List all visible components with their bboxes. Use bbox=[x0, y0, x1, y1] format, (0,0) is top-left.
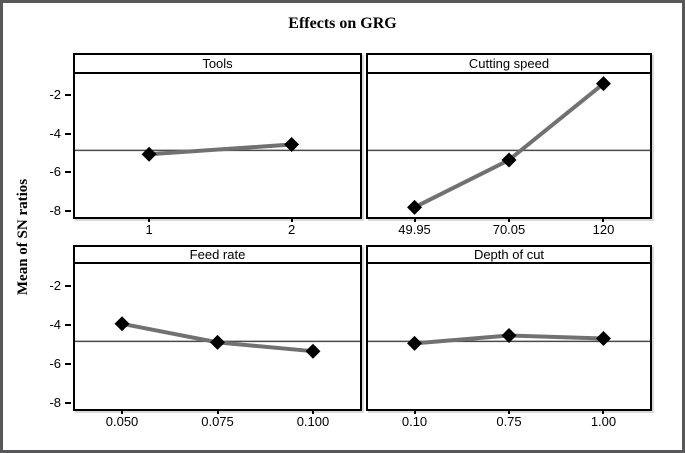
panel-cutting-speed-title: Cutting speed bbox=[468, 56, 550, 71]
y-tick-mark bbox=[65, 94, 71, 97]
depth-of-cut-x-tick-mark bbox=[508, 409, 510, 414]
feed-rate-x-tick-label: 0.075 bbox=[201, 414, 234, 429]
panel-feed-rate-plot bbox=[75, 264, 360, 409]
tools-x-tick-label: 2 bbox=[287, 222, 296, 237]
tools-marker-1 bbox=[141, 146, 157, 162]
cutting-speed-x-tick-label: 49.95 bbox=[398, 222, 431, 237]
cutting-speed-effect-line bbox=[413, 82, 605, 210]
feed-rate-plot-canvas bbox=[75, 316, 360, 359]
tools-x-tick-label: 1 bbox=[145, 222, 153, 237]
y-tick-mark bbox=[65, 210, 71, 213]
panel-tools-plot bbox=[75, 74, 360, 217]
tools-effect-line bbox=[148, 142, 292, 157]
feed-rate-x-tick-mark bbox=[311, 409, 314, 414]
panel-cutting-speed: Cutting speed 49.95 70.05 120 bbox=[366, 53, 652, 237]
panel-cutting-speed-header: Cutting speed bbox=[368, 55, 650, 74]
cutting-speed-marker-49.95 bbox=[407, 199, 423, 215]
panel-feed-rate-title: Feed rate bbox=[189, 247, 246, 262]
panel-feed-rate-x-axis: 0.050 0.075 0.100 bbox=[75, 409, 360, 433]
depth-of-cut-x-tick-label: 1.00 bbox=[590, 414, 617, 429]
depth-of-cut-x-tick-mark bbox=[602, 409, 605, 414]
y-tick-mark bbox=[65, 132, 71, 135]
y-tick-label: -8 bbox=[49, 203, 61, 219]
panel-depth-of-cut-plot bbox=[368, 264, 650, 409]
feed-rate-marker-0.100 bbox=[305, 343, 321, 359]
panel-cutting-speed-x-axis: 49.95 70.05 120 bbox=[368, 217, 650, 241]
cutting-speed-x-tick-label: 120 bbox=[592, 222, 615, 237]
panel-depth-of-cut-title: Depth of cut bbox=[473, 247, 545, 262]
y-tick-label: -2 bbox=[49, 87, 61, 103]
panel-depth-of-cut-x-axis: 0.10 0.75 1.00 bbox=[368, 409, 650, 433]
y-tick-mark bbox=[65, 323, 71, 326]
depth-of-cut-marker-0.75 bbox=[501, 328, 517, 344]
y-tick-mark bbox=[65, 362, 71, 365]
y-tick-mark bbox=[65, 402, 71, 405]
depth-of-cut-x-tick-label: 0.10 bbox=[401, 414, 428, 429]
y-tick-label: -6 bbox=[49, 164, 61, 180]
y-tick-label: -2 bbox=[49, 277, 61, 293]
y-tick-label: -8 bbox=[49, 395, 61, 411]
cutting-speed-marker-70.05 bbox=[501, 152, 517, 168]
cutting-speed-x-tick-label: 70.05 bbox=[492, 222, 526, 237]
cutting-speed-plot-canvas bbox=[368, 76, 650, 215]
y-tick-mark bbox=[65, 284, 71, 287]
depth-of-cut-plot-canvas bbox=[368, 328, 650, 351]
tools-x-tick-mark bbox=[290, 217, 293, 222]
cutting-speed-marker-120 bbox=[595, 76, 611, 92]
y-tick-label: -4 bbox=[49, 316, 61, 332]
panel-depth-of-cut: Depth of cut 0.10 0.75 1.00 bbox=[366, 245, 652, 429]
y-axis-label: Mean of SN ratios bbox=[15, 178, 31, 296]
tools-plot-canvas bbox=[75, 137, 360, 162]
depth-of-cut-x-tick-label: 0.75 bbox=[496, 414, 522, 429]
panel-feed-rate: Feed rate 0.050 0.075 0.100 bbox=[73, 245, 362, 429]
feed-rate-x-tick-label: 0.050 bbox=[105, 414, 139, 429]
y-tick-label: -4 bbox=[49, 125, 61, 141]
panel-tools-header: Tools bbox=[75, 55, 360, 74]
feed-rate-marker-0.050 bbox=[114, 316, 130, 332]
panel-tools: Tools 1 2 bbox=[73, 53, 362, 237]
feed-rate-marker-0.075 bbox=[210, 334, 225, 350]
cutting-speed-x-tick-mark bbox=[602, 217, 605, 222]
feed-rate-x-tick-label: 0.100 bbox=[296, 414, 330, 429]
tools-x-tick-mark bbox=[148, 217, 151, 222]
chart-title: Effects on GRG bbox=[288, 15, 397, 32]
feed-rate-x-tick-mark bbox=[216, 409, 219, 414]
y-tick-label: -6 bbox=[49, 355, 61, 371]
depth-of-cut-marker-0.10 bbox=[407, 335, 423, 351]
panel-depth-of-cut-header: Depth of cut bbox=[368, 247, 650, 264]
panel-feed-rate-header: Feed rate bbox=[75, 247, 360, 264]
depth-of-cut-marker-1.00 bbox=[595, 330, 611, 346]
depth-of-cut-x-tick-mark bbox=[413, 409, 416, 414]
tools-marker-2 bbox=[284, 137, 300, 153]
cutting-speed-x-tick-mark bbox=[413, 217, 416, 222]
feed-rate-x-tick-mark bbox=[121, 409, 124, 414]
cutting-speed-x-tick-mark bbox=[508, 217, 510, 222]
y-tick-mark bbox=[65, 171, 71, 174]
panel-cutting-speed-plot bbox=[368, 74, 650, 217]
panel-tools-title: Tools bbox=[202, 56, 233, 71]
